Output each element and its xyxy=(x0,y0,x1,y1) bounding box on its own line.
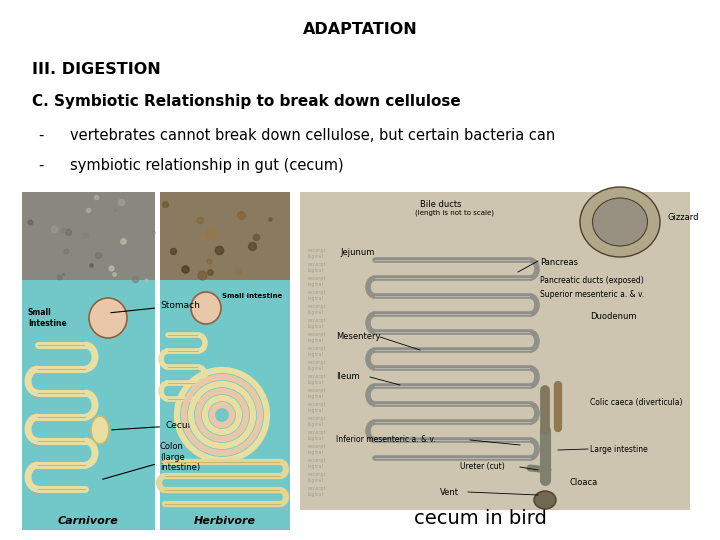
Text: Mesentery: Mesentery xyxy=(336,332,380,341)
Text: symbiotic relationship in gut (cecum): symbiotic relationship in gut (cecum) xyxy=(70,158,343,173)
Text: (length is not to scale): (length is not to scale) xyxy=(415,210,494,217)
Text: excerpt
logical: excerpt logical xyxy=(308,318,326,329)
Ellipse shape xyxy=(89,298,127,338)
Ellipse shape xyxy=(91,416,109,444)
Text: ADAPTATION: ADAPTATION xyxy=(302,22,418,37)
Ellipse shape xyxy=(580,187,660,257)
Text: excerpt
logical: excerpt logical xyxy=(308,360,326,371)
Bar xyxy=(160,280,290,525)
Text: excerpt
logical: excerpt logical xyxy=(308,248,326,259)
Bar xyxy=(160,192,290,280)
Text: Herbivore: Herbivore xyxy=(194,516,256,526)
Text: Pancreatic ducts (exposed): Pancreatic ducts (exposed) xyxy=(540,276,644,285)
Text: cecum in bird: cecum in bird xyxy=(414,509,547,528)
Text: Small
Intestine: Small Intestine xyxy=(28,308,67,328)
Text: vertebrates cannot break down cellulose, but certain bacteria can: vertebrates cannot break down cellulose,… xyxy=(70,128,555,143)
Text: excerpt
logical: excerpt logical xyxy=(308,290,326,301)
Bar xyxy=(22,192,155,280)
Text: excerpt
logical: excerpt logical xyxy=(308,346,326,357)
Text: III. DIGESTION: III. DIGESTION xyxy=(32,62,161,77)
Ellipse shape xyxy=(593,198,647,246)
Text: excerpt
logical: excerpt logical xyxy=(308,402,326,413)
Text: excerpt
logical: excerpt logical xyxy=(308,262,326,273)
Text: Small Intestine: Small Intestine xyxy=(222,293,282,299)
Text: excerpt
logical: excerpt logical xyxy=(308,472,326,483)
Text: Large intestine: Large intestine xyxy=(590,445,648,454)
Text: Cecum: Cecum xyxy=(112,421,197,430)
Text: excerpt
logical: excerpt logical xyxy=(308,430,326,441)
Bar xyxy=(22,192,290,530)
Text: excerpt
logical: excerpt logical xyxy=(308,416,326,427)
Text: Colon
(large
intestine): Colon (large intestine) xyxy=(103,442,200,479)
Text: excerpt
logical: excerpt logical xyxy=(308,304,326,315)
Text: Bile ducts: Bile ducts xyxy=(420,200,462,209)
Text: excerpt
logical: excerpt logical xyxy=(308,486,326,497)
Text: -: - xyxy=(38,128,43,143)
Text: Duodenum: Duodenum xyxy=(590,312,636,321)
Text: Gizzard: Gizzard xyxy=(668,213,700,222)
Ellipse shape xyxy=(191,292,221,324)
Text: Superior mesenteric a. & v.: Superior mesenteric a. & v. xyxy=(540,290,644,299)
Bar xyxy=(155,192,160,530)
Text: -: - xyxy=(38,158,43,173)
Text: excerpt
logical: excerpt logical xyxy=(308,374,326,385)
Text: excerpt
logical: excerpt logical xyxy=(308,332,326,343)
Ellipse shape xyxy=(534,491,556,509)
Text: Ileum: Ileum xyxy=(336,372,359,381)
Text: Colic caeca (diverticula): Colic caeca (diverticula) xyxy=(590,398,683,407)
Text: excerpt
logical: excerpt logical xyxy=(308,444,326,455)
Text: Pancreas: Pancreas xyxy=(540,258,578,267)
Text: Stomach: Stomach xyxy=(111,301,200,313)
Text: Inferior mesenteric a. & v.: Inferior mesenteric a. & v. xyxy=(336,435,436,444)
Text: Ureter (cut): Ureter (cut) xyxy=(460,462,505,471)
Text: Vent: Vent xyxy=(440,488,459,497)
Text: excerpt
logical: excerpt logical xyxy=(308,388,326,399)
Text: Carnivore: Carnivore xyxy=(58,516,118,526)
Text: Cloaca: Cloaca xyxy=(570,478,598,487)
Bar xyxy=(300,192,690,510)
Text: C. Symbiotic Relationship to break down cellulose: C. Symbiotic Relationship to break down … xyxy=(32,94,461,109)
Bar xyxy=(22,280,155,525)
Text: Jejunum: Jejunum xyxy=(340,248,374,257)
Text: excerpt
logical: excerpt logical xyxy=(308,276,326,287)
Text: excerpt
logical: excerpt logical xyxy=(308,458,326,469)
